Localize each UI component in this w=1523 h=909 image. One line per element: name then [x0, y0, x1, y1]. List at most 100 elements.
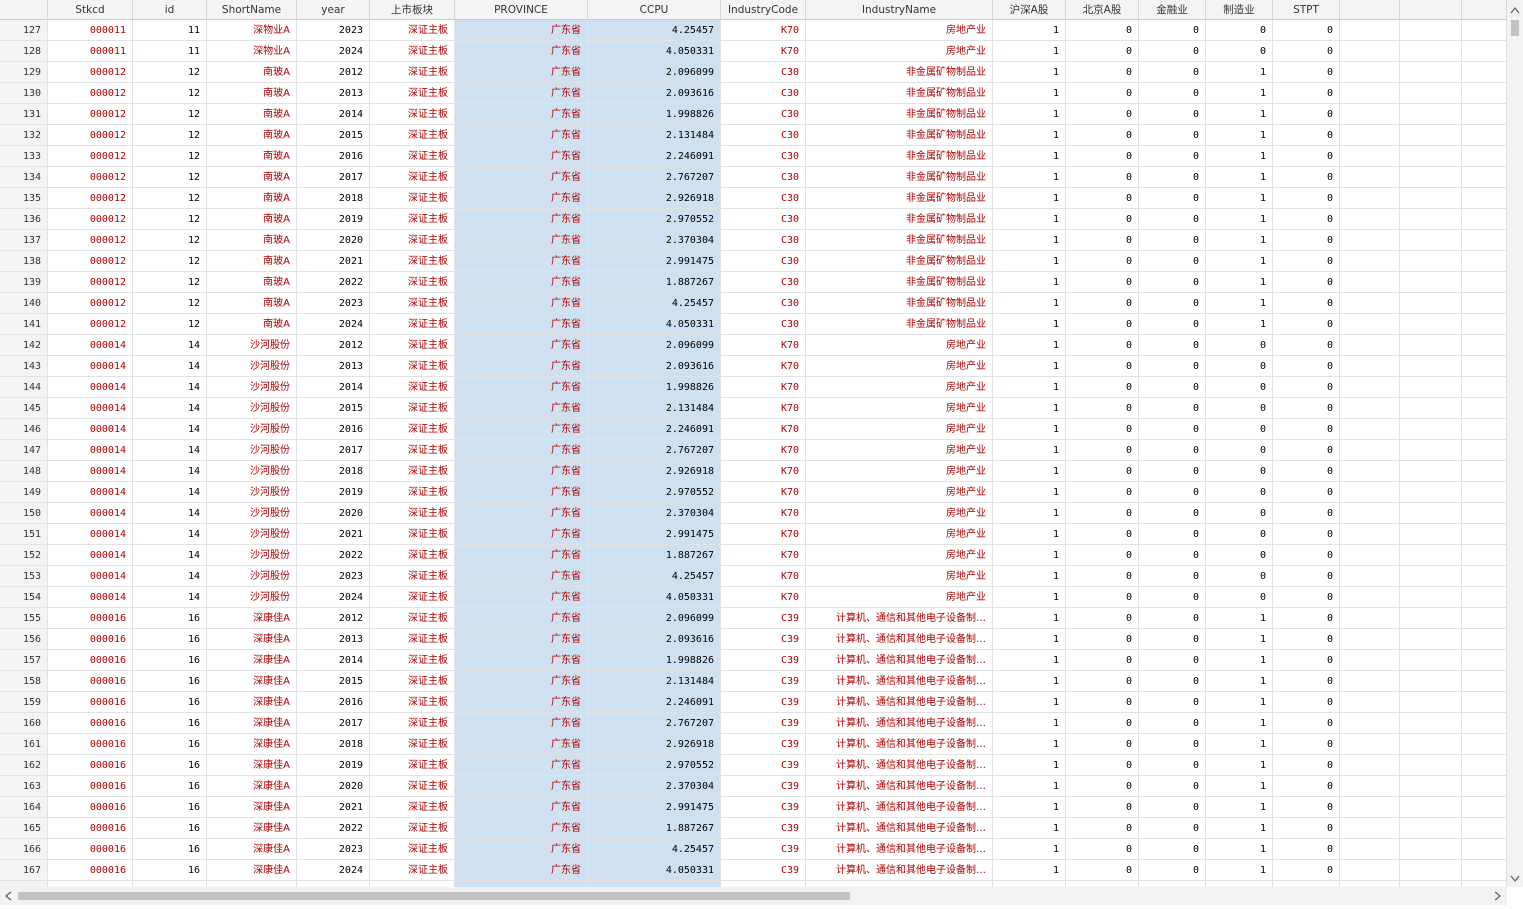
industry-name-cell[interactable]: 计算机、通信和其他电子设备制… [806, 818, 993, 839]
board-cell[interactable]: 深证主板 [370, 671, 455, 692]
stkcd-cell[interactable]: 000016 [48, 671, 133, 692]
board-cell[interactable]: 深证主板 [370, 272, 455, 293]
province-cell[interactable]: 广东省 [455, 776, 588, 797]
manufacturing-cell[interactable]: 1 [1206, 608, 1273, 629]
finance-cell[interactable]: 0 [1139, 125, 1206, 146]
year-cell[interactable]: 2022 [297, 818, 370, 839]
industry-name-cell[interactable]: 房地产业 [806, 503, 993, 524]
year-cell[interactable]: 2018 [297, 734, 370, 755]
board-cell[interactable]: 深证主板 [370, 482, 455, 503]
ccpu-cell[interactable]: 2.926918 [588, 461, 721, 482]
ccpu-cell[interactable]: 2.096099 [588, 62, 721, 83]
ccpu-cell[interactable]: 4.050331 [588, 587, 721, 608]
manufacturing-cell[interactable]: 0 [1206, 398, 1273, 419]
id-cell[interactable]: 16 [133, 755, 207, 776]
board-cell[interactable]: 深证主板 [370, 545, 455, 566]
short-name-cell[interactable]: 深康佳A [207, 692, 297, 713]
board-cell[interactable]: 深证主板 [370, 398, 455, 419]
short-name-cell[interactable]: 沙河股份 [207, 566, 297, 587]
industry-code-cell[interactable]: C30 [721, 251, 806, 272]
stkcd-cell[interactable]: 000012 [48, 83, 133, 104]
finance-cell[interactable]: 0 [1139, 461, 1206, 482]
board-cell[interactable]: 深证主板 [370, 524, 455, 545]
manufacturing-cell[interactable]: 1 [1206, 104, 1273, 125]
id-cell[interactable]: 14 [133, 503, 207, 524]
short-name-cell[interactable]: 深康佳A [207, 755, 297, 776]
industry-name-cell[interactable]: 非金属矿物制品业 [806, 188, 993, 209]
year-cell[interactable]: 2019 [297, 755, 370, 776]
province-cell[interactable]: 广东省 [455, 608, 588, 629]
ccpu-cell[interactable]: 1.887267 [588, 818, 721, 839]
board-cell[interactable]: 深证主板 [370, 839, 455, 860]
industry-code-cell[interactable]: C39 [721, 650, 806, 671]
bj-a-share-cell[interactable]: 0 [1066, 650, 1139, 671]
board-cell[interactable]: 深证主板 [370, 440, 455, 461]
finance-cell[interactable]: 0 [1139, 251, 1206, 272]
year-cell[interactable]: 2016 [297, 146, 370, 167]
finance-cell[interactable]: 0 [1139, 440, 1206, 461]
year-cell[interactable]: 2020 [297, 230, 370, 251]
finance-cell[interactable]: 0 [1139, 776, 1206, 797]
bj-a-share-cell[interactable]: 0 [1066, 797, 1139, 818]
ccpu-cell[interactable]: 2.246091 [588, 419, 721, 440]
bj-a-share-cell[interactable]: 0 [1066, 335, 1139, 356]
board-cell[interactable]: 深证主板 [370, 209, 455, 230]
short-name-cell[interactable]: 南玻A [207, 167, 297, 188]
finance-cell[interactable]: 0 [1139, 608, 1206, 629]
manufacturing-cell[interactable]: 1 [1206, 671, 1273, 692]
bj-a-share-cell[interactable]: 0 [1066, 41, 1139, 62]
province-cell[interactable]: 广东省 [455, 650, 588, 671]
year-cell[interactable]: 2015 [297, 398, 370, 419]
year-cell[interactable]: 2024 [297, 587, 370, 608]
short-name-cell[interactable]: 南玻A [207, 293, 297, 314]
sh-sz-a-share-cell[interactable]: 1 [993, 146, 1066, 167]
province-cell[interactable]: 广东省 [455, 755, 588, 776]
industry-code-cell[interactable]: C39 [721, 860, 806, 881]
short-name-cell[interactable]: 南玻A [207, 146, 297, 167]
manufacturing-cell[interactable]: 1 [1206, 818, 1273, 839]
province-cell[interactable]: 广东省 [455, 797, 588, 818]
year-cell[interactable]: 2023 [297, 566, 370, 587]
sh-sz-a-share-cell[interactable]: 1 [993, 419, 1066, 440]
stkcd-cell[interactable]: 000012 [48, 146, 133, 167]
short-name-cell[interactable]: 南玻A [207, 83, 297, 104]
bj-a-share-cell[interactable]: 0 [1066, 146, 1139, 167]
industry-code-cell[interactable]: C30 [721, 104, 806, 125]
id-cell[interactable]: 12 [133, 293, 207, 314]
stpt-cell[interactable]: 0 [1273, 335, 1340, 356]
board-cell[interactable]: 深证主板 [370, 41, 455, 62]
bj-a-share-cell[interactable]: 0 [1066, 104, 1139, 125]
board-cell[interactable]: 深证主板 [370, 251, 455, 272]
industry-name-cell[interactable]: 非金属矿物制品业 [806, 62, 993, 83]
manufacturing-cell[interactable]: 0 [1206, 419, 1273, 440]
id-cell[interactable]: 16 [133, 776, 207, 797]
industry-code-cell[interactable]: C39 [721, 692, 806, 713]
manufacturing-cell[interactable]: 1 [1206, 272, 1273, 293]
province-cell[interactable]: 广东省 [455, 251, 588, 272]
manufacturing-cell[interactable]: 1 [1206, 860, 1273, 881]
board-cell[interactable]: 深证主板 [370, 860, 455, 881]
stpt-cell[interactable]: 0 [1273, 566, 1340, 587]
manufacturing-cell[interactable]: 1 [1206, 692, 1273, 713]
short-name-cell[interactable]: 南玻A [207, 125, 297, 146]
id-cell[interactable]: 16 [133, 692, 207, 713]
sh-sz-a-share-cell[interactable]: 1 [993, 125, 1066, 146]
id-cell[interactable]: 14 [133, 482, 207, 503]
industry-name-cell[interactable]: 非金属矿物制品业 [806, 83, 993, 104]
ccpu-cell[interactable]: 4.050331 [588, 314, 721, 335]
ccpu-cell[interactable]: 2.246091 [588, 692, 721, 713]
province-cell[interactable]: 广东省 [455, 734, 588, 755]
id-cell[interactable]: 14 [133, 461, 207, 482]
short-name-cell[interactable]: 沙河股份 [207, 545, 297, 566]
id-cell[interactable]: 16 [133, 818, 207, 839]
manufacturing-cell[interactable]: 0 [1206, 587, 1273, 608]
finance-cell[interactable]: 0 [1139, 167, 1206, 188]
stkcd-cell[interactable]: 000014 [48, 503, 133, 524]
finance-cell[interactable]: 0 [1139, 566, 1206, 587]
stkcd-cell[interactable]: 000012 [48, 251, 133, 272]
industry-code-cell[interactable]: C39 [721, 713, 806, 734]
manufacturing-cell[interactable]: 1 [1206, 650, 1273, 671]
year-cell[interactable]: 2016 [297, 692, 370, 713]
ccpu-cell[interactable]: 2.767207 [588, 167, 721, 188]
ccpu-cell[interactable]: 1.887267 [588, 545, 721, 566]
